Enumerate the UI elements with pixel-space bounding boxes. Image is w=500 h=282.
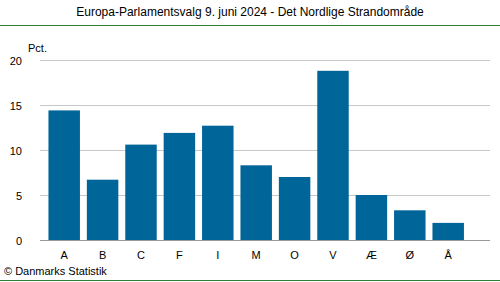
chart-svg: Europa-Parlamentsvalg 9. juni 2024 - Det… <box>0 0 500 282</box>
y-tick-label: 20 <box>10 55 22 67</box>
y-axis-label: Pct. <box>28 42 47 54</box>
grid-line <box>40 150 490 151</box>
bar <box>87 180 118 240</box>
x-tick-label: B <box>99 249 106 261</box>
bar <box>164 133 195 240</box>
x-tick-label: F <box>176 249 183 261</box>
header-rule <box>0 25 500 26</box>
x-tick-label: I <box>216 249 219 261</box>
bar <box>317 71 348 240</box>
x-axis-line <box>40 240 490 241</box>
y-tick-label: 0 <box>16 235 22 247</box>
x-tick-label: A <box>61 249 69 261</box>
x-tick-label: V <box>329 249 337 261</box>
grid-line <box>40 105 490 106</box>
y-tick-label: 5 <box>16 190 22 202</box>
bar <box>394 210 425 240</box>
x-tick-label: C <box>137 249 145 261</box>
bar <box>240 165 271 240</box>
chart-root: Europa-Parlamentsvalg 9. juni 2024 - Det… <box>0 0 500 282</box>
footer-rule <box>0 280 500 281</box>
title: Europa-Parlamentsvalg 9. juni 2024 - Det… <box>76 5 424 19</box>
x-tick-label: O <box>290 249 299 261</box>
x-tick-label: Å <box>445 249 453 261</box>
grid-line <box>40 60 490 61</box>
bar <box>202 126 233 240</box>
bar <box>356 195 387 240</box>
grid-line <box>40 240 490 241</box>
bar <box>48 110 79 240</box>
x-tick-label: Æ <box>366 249 377 261</box>
y-tick-label: 15 <box>10 100 22 112</box>
x-tick-label: Ø <box>406 249 415 261</box>
bar <box>432 223 463 240</box>
bars <box>48 71 463 240</box>
source: © Danmarks Statistik <box>4 265 107 277</box>
bar <box>279 177 310 240</box>
bar <box>125 145 156 240</box>
y-tick-label: 10 <box>10 145 22 157</box>
x-tick-label: M <box>252 249 261 261</box>
